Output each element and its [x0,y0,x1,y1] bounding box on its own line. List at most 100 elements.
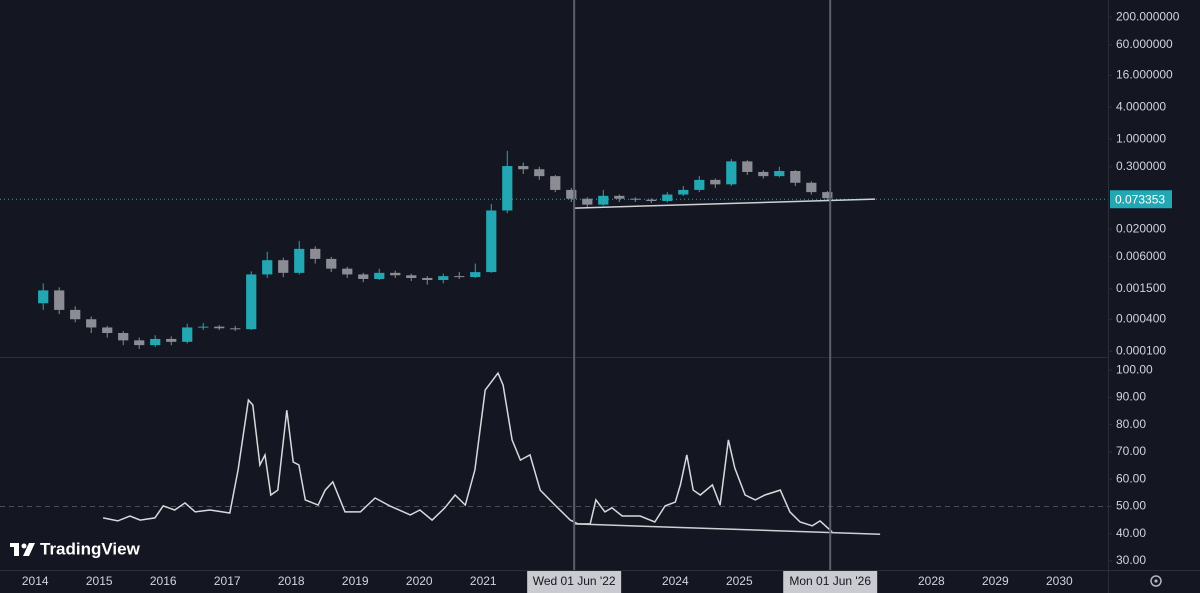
candle-body [230,328,241,330]
crosshair-label-box [527,571,622,593]
y-tick-label: 90.00 [1116,390,1146,404]
candle-body [150,338,161,346]
candle-body [614,195,625,199]
candle-body [646,199,657,201]
y-tick-label: 200.000000 [1116,9,1180,23]
x-tick-label: 2020 [406,574,433,588]
watermark: TradingView [40,539,141,558]
candle-body [534,169,545,177]
y-tick-label: 100.00 [1116,362,1153,376]
logo-mark [23,543,35,556]
candle-body [822,192,833,199]
candle-body [198,326,209,328]
candle-body [310,248,321,259]
y-tick-label: 30.00 [1116,553,1146,567]
logo-mark [21,543,27,549]
trendline [574,198,876,209]
candle-body [790,171,801,183]
candle-body [598,195,609,205]
candle-body [630,198,641,200]
candle-body [758,171,769,177]
candle-body [342,268,353,275]
crosshair-label: Wed 01 Jun '22 [533,574,616,588]
candle-body [566,189,577,199]
candle-body [694,179,705,190]
candle-body [166,338,177,342]
y-tick-label: 4.000000 [1116,99,1166,113]
logo-mark [14,543,19,556]
candle-body [550,176,561,190]
x-tick-label: 2014 [22,574,49,588]
x-tick-label: 2015 [86,574,113,588]
x-tick-label: 2025 [726,574,753,588]
x-tick-label: 2017 [214,574,241,588]
candle-body [710,179,721,185]
candle-body [662,194,673,201]
candle-body [102,327,113,334]
candle-body [678,189,689,195]
candle-body [742,161,753,172]
candle-body [406,275,417,278]
y-tick-label: 1.000000 [1116,131,1166,145]
candle-body [390,272,401,276]
candle-body [38,290,49,304]
candle-body [502,166,513,211]
candle-body [486,210,497,273]
candle-body [70,309,81,320]
y-tick-label: 60.00 [1116,471,1146,485]
candle-body [774,171,785,177]
candle-body [86,319,97,328]
x-tick-label: 2028 [918,574,945,588]
x-tick-label: 2019 [342,574,369,588]
y-tick-label: 0.000400 [1116,311,1166,325]
candle-body [454,276,465,278]
candle-body [278,260,289,273]
candle-body [438,276,449,280]
candle-body [294,248,305,273]
candle-body [262,260,273,275]
candle-body [806,182,817,193]
candle-body [326,258,337,269]
y-tick-label: 40.00 [1116,526,1146,540]
settings-gear-center[interactable] [1154,579,1158,583]
settings-gear[interactable] [1150,575,1162,587]
crosshair-label-box [783,571,878,593]
last-price-label: 0.073353 [1115,192,1165,206]
logo: TradingView [10,539,141,558]
candle-body [374,272,385,279]
candle-body [54,290,65,310]
last-price-box [1110,190,1172,209]
candle-body [214,326,225,329]
y-tick-label: 60.000000 [1116,37,1173,51]
y-tick-label: 0.001500 [1116,281,1166,295]
candle-body [358,274,369,279]
indicator-line [102,371,833,533]
candle-body [246,274,257,330]
y-tick-label: 0.020000 [1116,221,1166,235]
candle-body [582,198,593,205]
candle-body [518,166,529,170]
y-tick-label: 0.006000 [1116,249,1166,263]
y-tick-label: 70.00 [1116,444,1146,458]
y-tick-label: 0.000100 [1116,343,1166,357]
candle-body [118,333,129,341]
candle-body [134,340,145,346]
candle-body [182,327,193,342]
y-tick-label: 0.300000 [1116,159,1166,173]
candle-body [470,272,481,278]
settings-icon[interactable] [1150,575,1162,587]
x-tick-label: 2021 [470,574,497,588]
y-tick-label: 50.00 [1116,499,1146,513]
x-tick-label: 2024 [662,574,689,588]
x-tick-label: 2029 [982,574,1009,588]
y-tick-label: 80.00 [1116,417,1146,431]
candle-body [726,161,737,185]
y-tick-label: 16.000000 [1116,67,1173,81]
x-tick-label: 2030 [1046,574,1073,588]
x-tick-label: 2018 [278,574,305,588]
crosshair-label: Mon 01 Jun '26 [789,574,871,588]
x-tick-label: 2016 [150,574,177,588]
